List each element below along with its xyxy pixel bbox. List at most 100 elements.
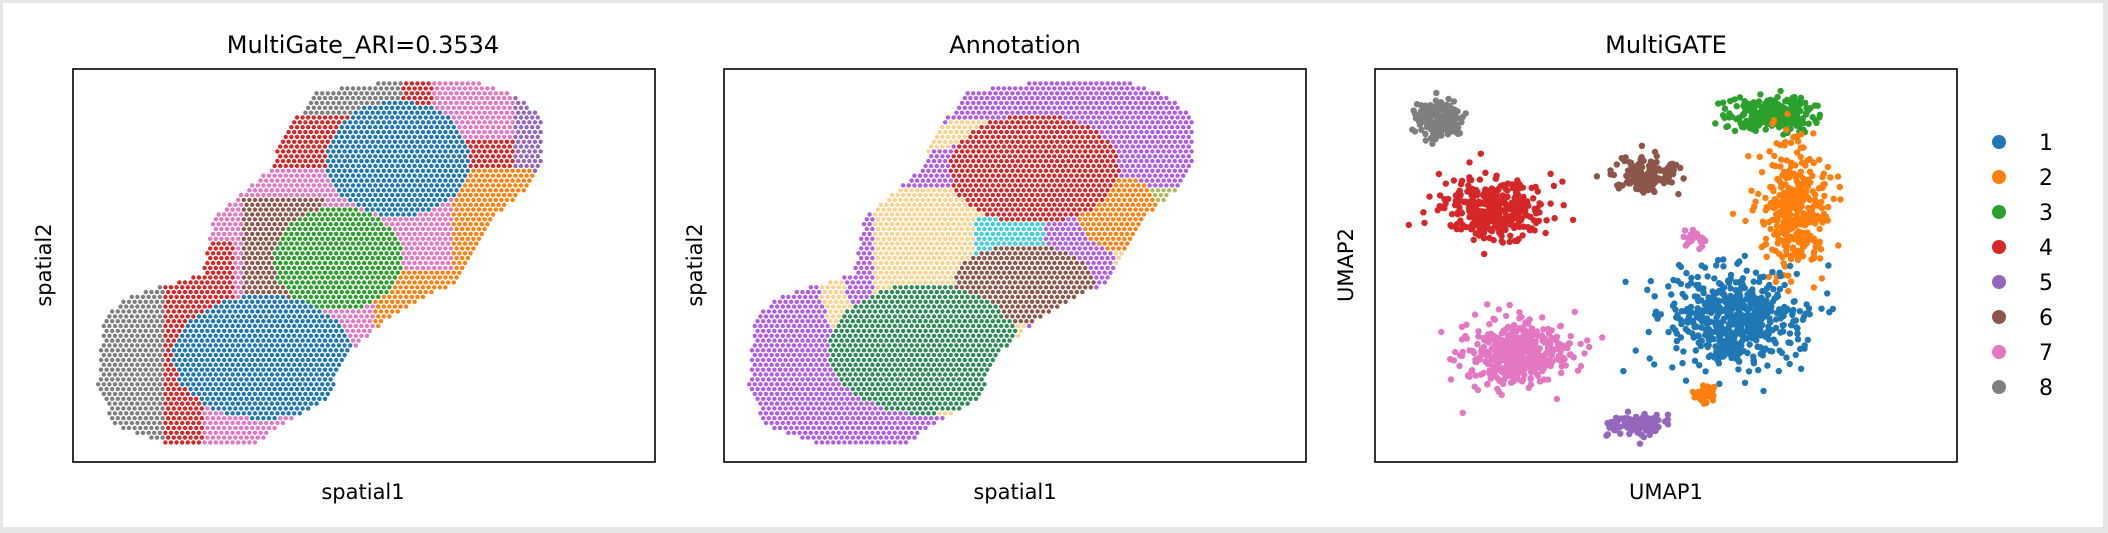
spot [303,168,308,173]
spot [440,154,445,159]
spot [387,255,392,261]
spot [468,202,473,207]
spot [283,183,288,188]
spot [292,382,297,387]
spot [325,158,330,164]
spot [306,222,311,227]
spot [1080,154,1085,159]
spot [320,372,325,377]
spot [328,319,333,324]
spot [965,158,970,164]
spot [420,226,426,232]
spot [1175,134,1180,140]
spot [1150,158,1155,164]
spot [362,241,367,246]
spot [959,158,965,164]
spot [202,411,207,416]
spot [527,120,532,125]
spot [339,338,344,343]
spot [194,338,199,343]
spot [446,241,451,246]
spot [185,294,190,300]
spot [959,217,965,222]
spot [387,81,392,86]
spot [398,100,403,106]
spot [1091,241,1096,246]
spot [415,246,420,251]
spot [917,212,923,217]
spot [152,343,157,348]
spot [322,251,328,256]
spot [460,81,465,86]
spot [266,377,272,382]
spot [238,309,244,314]
spot [1097,115,1102,120]
spot [110,319,115,324]
spot [317,192,322,198]
spot [1013,163,1018,169]
spot [406,202,412,207]
spot [1108,192,1113,198]
spot [1032,110,1038,115]
spot [1130,231,1136,237]
spot [241,333,246,338]
spot [348,197,353,203]
spot [146,391,151,397]
spot [188,357,193,363]
spot [314,285,319,290]
spot [348,120,353,125]
spot [923,163,928,169]
spot [440,173,445,178]
spot [496,183,501,188]
spot [384,260,389,266]
spot [272,289,277,295]
spot [434,192,440,198]
spot [104,396,109,401]
spot [468,144,473,149]
spot [266,357,272,363]
spot [1038,236,1043,241]
spot [376,275,381,280]
spot [962,173,967,178]
spot [370,110,375,115]
spot [976,110,981,115]
spot [420,81,426,86]
spot [345,289,350,295]
spot [168,304,174,309]
spot [252,217,258,222]
spot [1150,149,1155,154]
spot [987,217,993,222]
spot [412,115,417,120]
spot [993,178,998,183]
spot [317,289,322,295]
spot [1158,125,1164,130]
spot [462,222,468,227]
spot [1071,217,1077,222]
spot [1057,231,1063,237]
spot [1161,129,1166,135]
spot [507,95,512,101]
spot [373,251,378,256]
spot [507,125,512,130]
spot [1175,125,1180,130]
spot [1043,91,1049,96]
spot [415,236,420,241]
spot [202,314,207,319]
spot [350,280,356,285]
spot [873,251,878,256]
spot [1024,86,1029,91]
spot [348,314,353,319]
spot [474,86,479,91]
spot [182,328,188,334]
spot [996,192,1001,198]
spot [255,309,260,314]
spot [272,416,277,421]
spot [180,294,185,300]
spot [115,386,121,392]
spot [940,125,945,130]
spot [194,416,199,421]
spot [171,377,176,382]
spot [317,357,322,363]
spot [213,430,218,435]
spot [149,299,154,304]
